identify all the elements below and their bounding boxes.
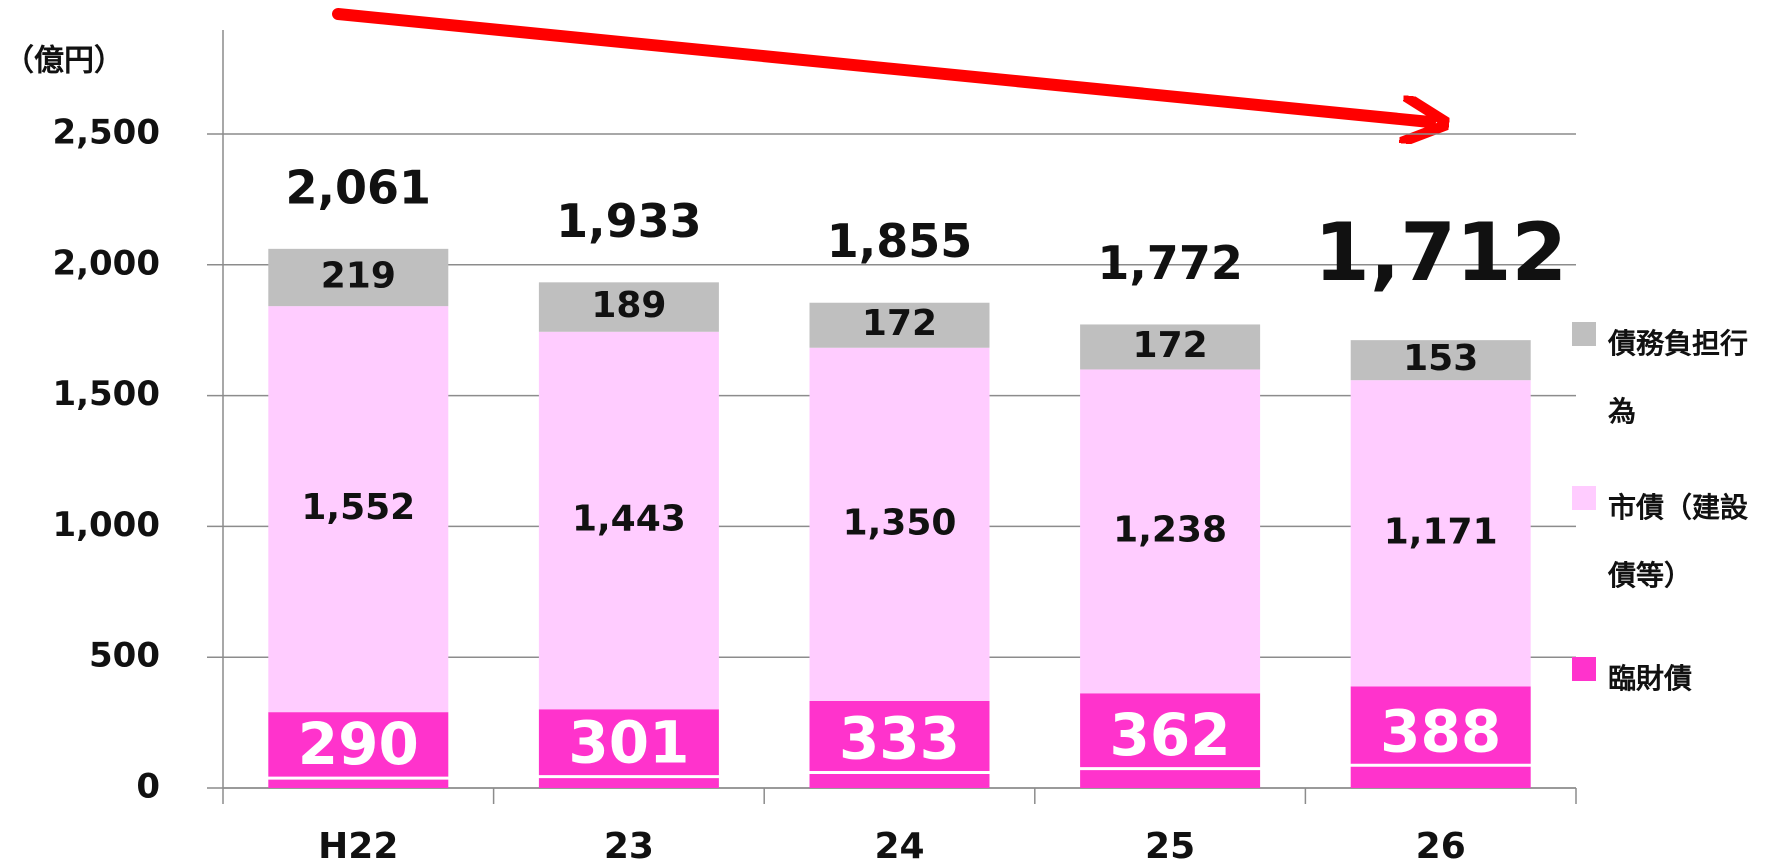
bar-segment (809, 347, 990, 701)
bar-segment (1080, 369, 1261, 694)
bar-segment (1350, 686, 1531, 788)
data-label: 1,238 (1113, 509, 1227, 550)
legend-label: 債務負担行為 (1608, 327, 1749, 428)
y-tick-label: 1,000 (52, 505, 160, 545)
legend-label: 市債（建設債等） (1608, 491, 1749, 592)
data-label: 1,443 (572, 499, 686, 540)
x-tick-label: 25 (1145, 826, 1195, 865)
x-tick-label: H22 (318, 826, 398, 865)
legend-item: 債務負担行為 (1572, 310, 1758, 446)
legend-item: 臨財債 (1572, 645, 1758, 713)
y-tick-label: 2,500 (52, 113, 160, 153)
bar-segment (538, 331, 719, 710)
legend-label: 臨財債 (1608, 662, 1693, 695)
x-tick-label: 23 (604, 826, 654, 865)
data-label: 153 (1403, 338, 1478, 379)
data-label: 172 (1133, 325, 1208, 366)
bar-segment (1350, 340, 1531, 381)
bar-segment (538, 709, 719, 788)
data-label: 362 (1110, 701, 1231, 769)
x-tick-label: 26 (1416, 826, 1466, 865)
total-label: 1,772 (1097, 236, 1243, 290)
data-label: 189 (591, 285, 666, 326)
data-label: 333 (839, 705, 960, 773)
data-label: 388 (1380, 697, 1501, 765)
y-tick-label: 500 (89, 636, 160, 676)
bar-segment (268, 712, 449, 788)
data-label: 290 (298, 710, 419, 778)
y-tick-label: 0 (136, 767, 160, 807)
legend-item: 市債（建設債等） (1572, 474, 1758, 610)
legend-swatch (1572, 486, 1596, 510)
y-tick-label: 2,000 (52, 243, 160, 283)
data-label: 172 (862, 303, 937, 344)
x-tick-label: 24 (874, 826, 924, 865)
bar-segment (268, 306, 449, 713)
legend-swatch (1572, 657, 1596, 681)
data-label: 1,350 (843, 502, 957, 543)
total-label: 1,855 (827, 214, 973, 268)
data-label: 219 (321, 255, 396, 296)
data-label: 1,171 (1384, 511, 1498, 552)
bar-segment (538, 282, 719, 332)
trend-arrow (332, 8, 1430, 122)
bar-segment (1350, 380, 1531, 687)
y-tick-label: 1,500 (52, 374, 160, 414)
total-label: 1,933 (556, 194, 702, 248)
total-label: 2,061 (286, 160, 432, 214)
y-axis-unit: （億円） (4, 44, 124, 79)
bar-segment (1080, 324, 1261, 370)
total-label: 1,712 (1314, 206, 1567, 299)
bar-segment (268, 248, 449, 307)
bar-segment (1080, 693, 1261, 788)
legend-swatch (1572, 322, 1596, 346)
bar-segment (809, 302, 990, 348)
data-label: 301 (568, 709, 689, 777)
data-label: 1,552 (301, 487, 415, 528)
